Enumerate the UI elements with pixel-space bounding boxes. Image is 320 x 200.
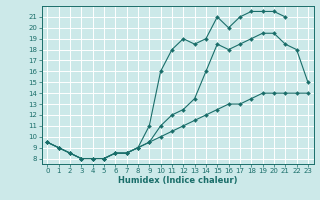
X-axis label: Humidex (Indice chaleur): Humidex (Indice chaleur)	[118, 176, 237, 185]
